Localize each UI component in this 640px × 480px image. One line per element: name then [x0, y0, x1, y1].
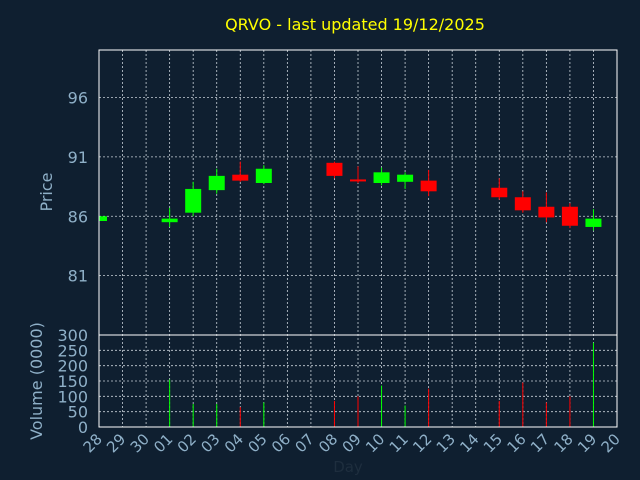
candle-body — [420, 180, 437, 192]
candle-body — [350, 179, 366, 182]
grid-lines — [98, 50, 618, 427]
x-tick-label: 10 — [362, 430, 388, 456]
volume-axis-label: Volume (0000) — [27, 322, 46, 440]
x-tick-label: 06 — [268, 430, 294, 456]
x-tick-label: 07 — [292, 430, 318, 456]
x-tick-label: 02 — [174, 430, 200, 456]
candle-body — [208, 175, 225, 191]
volume-tick-label: 50 — [68, 403, 88, 422]
x-tick-label: 17 — [527, 430, 553, 456]
price-panel-frame — [98, 49, 618, 336]
candle-body — [255, 168, 272, 183]
x-tick-label: 03 — [197, 430, 223, 456]
volume-panel-frame — [98, 334, 618, 428]
price-tick-label: 91 — [68, 148, 88, 167]
volume-tick-label: 150 — [57, 372, 88, 391]
candle-body — [232, 174, 249, 181]
price-tick-label: 81 — [68, 267, 88, 286]
candle-body — [585, 218, 602, 227]
x-tick-label: 12 — [409, 430, 435, 456]
volume-tick-label: 250 — [57, 341, 88, 360]
chart-title: QRVO - last updated 19/12/2025 — [225, 15, 485, 34]
volume-tick-label: 100 — [57, 387, 88, 406]
candle-body — [514, 197, 531, 211]
x-tick-label: 29 — [103, 430, 129, 456]
candle-body — [161, 218, 178, 223]
x-tick-label: 08 — [315, 430, 341, 456]
price-tick-label: 96 — [68, 89, 88, 108]
x-tick-label: 15 — [480, 430, 506, 456]
x-tick-label: 09 — [339, 430, 365, 456]
price-tick-label: 86 — [68, 207, 88, 226]
volume-bars — [169, 342, 594, 427]
candle-body — [99, 216, 107, 221]
candle-body — [373, 172, 390, 183]
volume-tick-label: 300 — [57, 326, 88, 345]
x-tick-label: 30 — [127, 430, 153, 456]
candle-body — [538, 206, 555, 218]
axis-labels: 2829300102030405060708091011121314151617… — [57, 89, 623, 457]
x-tick-label: 11 — [386, 430, 412, 456]
x-tick-label: 05 — [244, 430, 270, 456]
price-candles — [98, 161, 602, 231]
candle-body — [185, 188, 202, 213]
x-tick-label: 04 — [221, 430, 247, 456]
x-tick-label: 13 — [433, 430, 459, 456]
volume-tick-label: 0 — [78, 418, 88, 437]
candle-body — [561, 206, 578, 226]
x-tick-label: 18 — [551, 430, 577, 456]
x-axis-label: Day — [333, 458, 363, 476]
x-tick-label: 14 — [456, 430, 482, 456]
candle-body — [326, 162, 343, 176]
x-tick-label: 16 — [503, 430, 529, 456]
x-tick-label: 20 — [598, 430, 624, 456]
price-axis-label: Price — [37, 172, 56, 211]
x-tick-label: 01 — [150, 430, 176, 456]
candle-body — [397, 174, 414, 182]
candle-body — [491, 187, 508, 198]
volume-tick-label: 200 — [57, 357, 88, 376]
x-tick-label: 19 — [574, 430, 600, 456]
